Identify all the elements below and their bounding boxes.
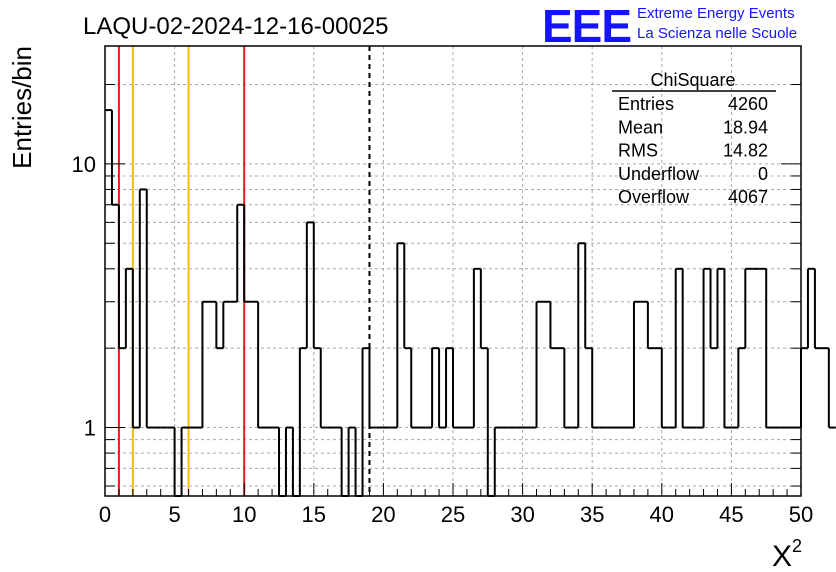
stats-row-label: Entries bbox=[618, 94, 674, 114]
eee-logo: EEE Extreme Energy Events La Scienza nel… bbox=[542, 0, 797, 52]
x-axis-label: X2 bbox=[772, 536, 802, 572]
y-tick-label: 10 bbox=[72, 152, 96, 177]
x-tick-label: 45 bbox=[719, 502, 743, 527]
logo-mark: EEE bbox=[542, 0, 631, 52]
x-tick-label: 5 bbox=[168, 502, 180, 527]
stats-row-label: Overflow bbox=[618, 187, 690, 207]
x-tick-label: 15 bbox=[302, 502, 326, 527]
stats-row-value: 0 bbox=[758, 164, 768, 184]
x-tick-label: 30 bbox=[510, 502, 534, 527]
y-tick-label: 1 bbox=[84, 416, 96, 441]
logo-line2: La Scienza nelle Scuole bbox=[637, 25, 797, 42]
stats-row-label: RMS bbox=[618, 141, 658, 161]
x-tick-label: 40 bbox=[650, 502, 674, 527]
tick-labels: 0 5 10 15 20 25 30 35 40 45 50 1 10 bbox=[72, 152, 814, 527]
logo-line1: Extreme Energy Events bbox=[637, 5, 795, 22]
x-tick-label: 20 bbox=[371, 502, 395, 527]
stats-row-value: 14.82 bbox=[723, 141, 768, 161]
axes bbox=[104, 45, 802, 497]
chart-title: LAQU-02-2024-12-16-00025 bbox=[83, 13, 389, 40]
stats-row-label: Mean bbox=[618, 117, 663, 137]
stats-row-value: 18.94 bbox=[723, 117, 768, 137]
stats-row-value: 4067 bbox=[728, 187, 768, 207]
stats-row-label: Underflow bbox=[618, 164, 700, 184]
stats-row-value: 4260 bbox=[728, 94, 768, 114]
stats-rows: Entries 4260 Mean 18.94 RMS 14.82 Underflow 0 Ov… bbox=[618, 94, 768, 207]
x-tick-label: 35 bbox=[580, 502, 604, 527]
x-tick-label: 0 bbox=[99, 502, 111, 527]
x-tick-label: 10 bbox=[232, 502, 256, 527]
stats-box: ChiSquare Entries 4260 Mean 18.94 RMS 14.82 Un… bbox=[612, 70, 776, 207]
stats-title: ChiSquare bbox=[650, 70, 735, 90]
y-axis-label: Entries/bin bbox=[7, 46, 37, 169]
x-axis-label-sup: 2 bbox=[792, 536, 802, 556]
x-tick-label: 50 bbox=[789, 502, 813, 527]
x-axis-label-main: X bbox=[772, 540, 792, 572]
histogram bbox=[105, 109, 836, 497]
x-tick-label: 25 bbox=[441, 502, 465, 527]
